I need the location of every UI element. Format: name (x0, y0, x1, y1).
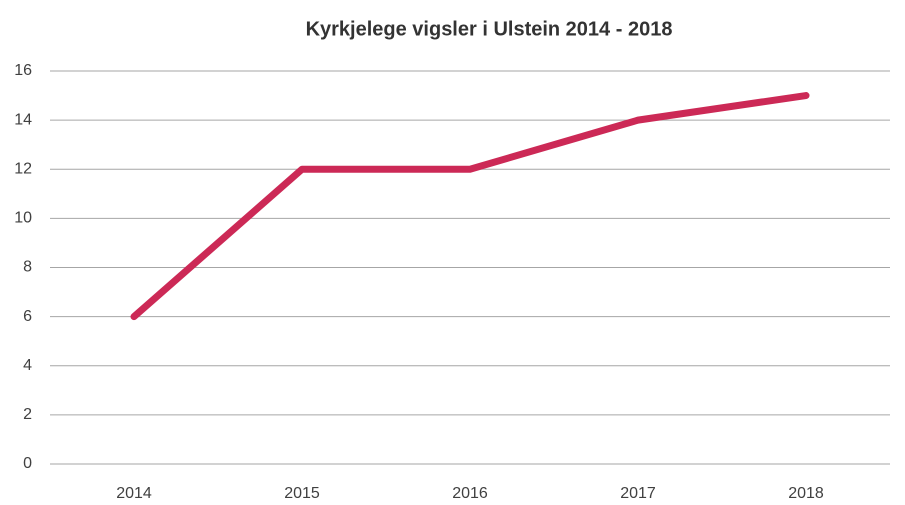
data-line (130, 92, 810, 321)
y-tick-label: 10 (14, 210, 32, 227)
y-tick-label: 14 (14, 111, 32, 128)
y-tick-label: 6 (23, 308, 32, 325)
x-tick-label: 2016 (452, 485, 488, 502)
y-tick-label: 2 (23, 406, 32, 423)
chart-title: Kyrkjelege vigsler i Ulstein 2014 - 2018 (306, 18, 673, 40)
y-tick-label: 0 (23, 455, 32, 472)
x-tick-label: 2015 (284, 485, 320, 502)
y-tick-label: 16 (14, 62, 32, 79)
x-tick-label: 2017 (620, 485, 656, 502)
x-tick-label: 2018 (788, 485, 824, 502)
y-tick-label: 8 (23, 259, 32, 276)
y-tick-label: 4 (23, 357, 32, 374)
y-tick-label: 12 (14, 160, 32, 177)
x-tick-label: 2014 (116, 485, 152, 502)
